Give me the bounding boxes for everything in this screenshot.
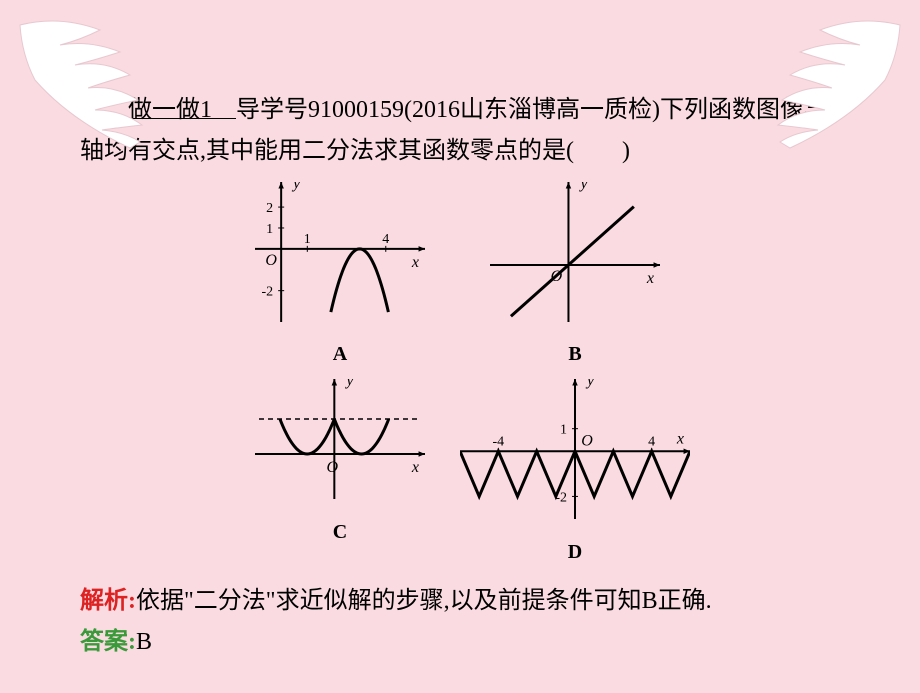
- question-source: (2016山东淄博高一质检): [404, 97, 660, 123]
- svg-text:y: y: [585, 379, 595, 389]
- svg-text:x: x: [411, 253, 419, 270]
- svg-text:-4: -4: [492, 435, 504, 450]
- analysis-label: 解析:: [80, 588, 136, 614]
- svg-text:4: 4: [648, 435, 655, 450]
- svg-text:1: 1: [560, 423, 567, 438]
- stem-b: 轴均有交点,其中能用二分法求其函数零点的是( ): [80, 138, 630, 164]
- chart-grid: x y O 1 4 -2 1 2 A x y O B x y O C x y O -4 4 -2 1 D: [250, 182, 690, 570]
- chart-a-cell: x y O 1 4 -2 1 2 A: [255, 182, 425, 372]
- chart-b-cell: xyO B: [490, 182, 660, 372]
- svg-text:1: 1: [266, 222, 273, 237]
- question-text: 做一做1 导学号91000159(2016山东淄博高一质检)下列函数图像与x 轴均…: [80, 90, 860, 172]
- svg-text:y: y: [578, 182, 588, 192]
- chart-a: x y O 1 4 -2 1 2: [255, 182, 425, 322]
- analysis-text: 依据"二分法"求近似解的步骤,以及前提条件可知B正确.: [136, 588, 712, 614]
- question-lead: 做一做1: [128, 97, 236, 123]
- svg-text:-2: -2: [261, 284, 273, 299]
- svg-text:2: 2: [266, 201, 273, 216]
- guide-prefix: 导学号: [236, 97, 308, 123]
- svg-text:x: x: [646, 270, 654, 287]
- svg-text:x: x: [411, 459, 419, 476]
- chart-c-label: C: [255, 515, 425, 549]
- svg-text:O: O: [581, 433, 593, 450]
- answer-text: B: [136, 629, 152, 655]
- svg-text:4: 4: [382, 231, 389, 246]
- chart-d-label: D: [460, 535, 690, 569]
- answer-label: 答案:: [80, 629, 136, 655]
- guide-number: 91000159: [308, 97, 404, 123]
- slide-content: 做一做1 导学号91000159(2016山东淄博高一质检)下列函数图像与x轴均…: [0, 0, 920, 693]
- answer-line: 答案:B: [80, 622, 860, 663]
- stem-a: 下列函数图像与: [660, 97, 828, 123]
- chart-d: xyO-44-21: [460, 379, 690, 519]
- svg-text:y: y: [344, 379, 354, 389]
- svg-text:y: y: [291, 182, 301, 192]
- svg-text:x: x: [676, 431, 684, 448]
- chart-c-cell: x y O C: [255, 379, 425, 569]
- chart-d-cell: xyO-44-21 D: [460, 379, 690, 569]
- svg-text:O: O: [327, 459, 339, 476]
- analysis-line: 解析:依据"二分法"求近似解的步骤,以及前提条件可知B正确.: [80, 581, 860, 622]
- stem-x: x: [828, 97, 839, 123]
- svg-text:1: 1: [304, 231, 311, 246]
- chart-b: xyO: [490, 182, 660, 322]
- svg-text:O: O: [265, 251, 277, 268]
- chart-b-label: B: [490, 337, 660, 371]
- chart-a-label: A: [255, 337, 425, 371]
- chart-c: x y O: [255, 379, 425, 499]
